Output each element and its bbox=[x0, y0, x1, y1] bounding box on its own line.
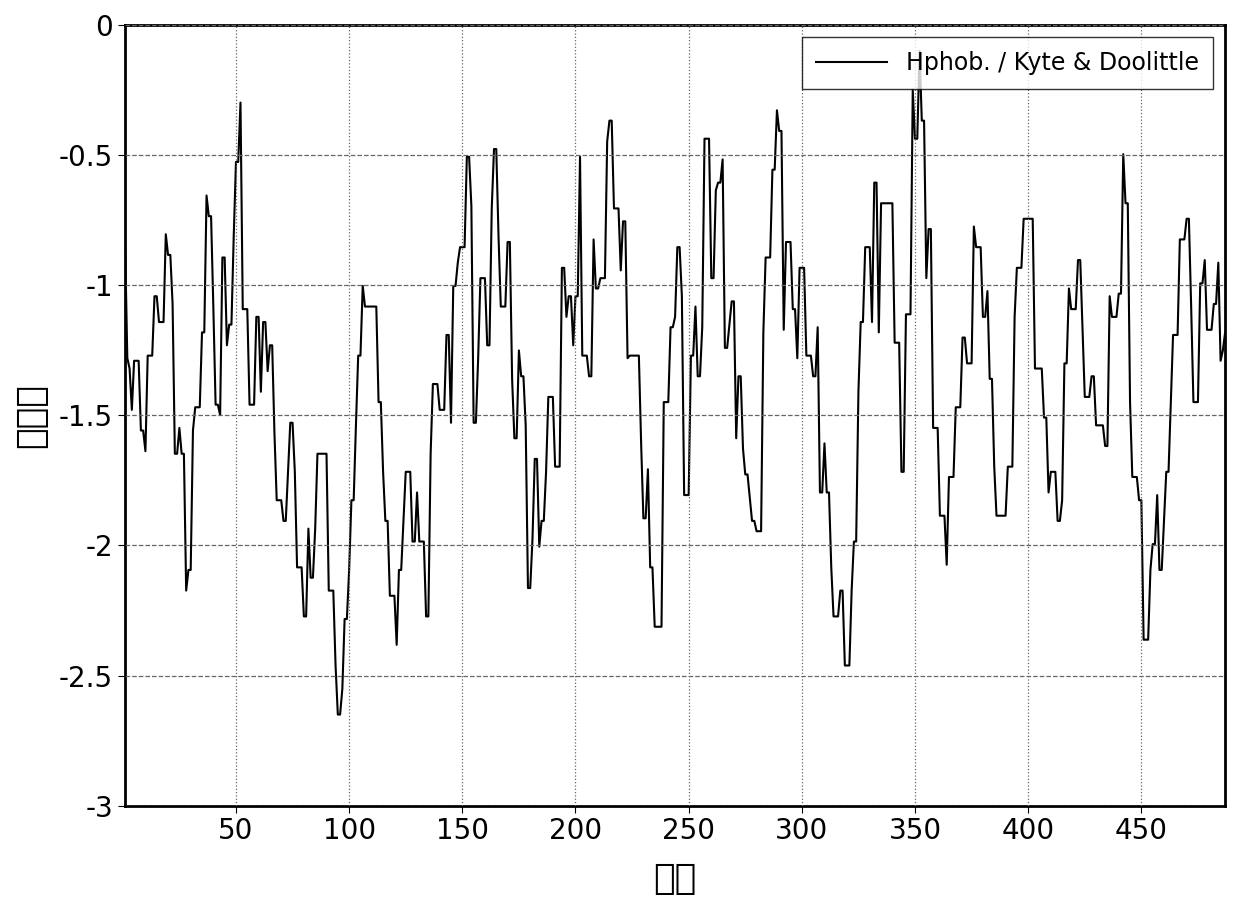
Hphob. / Kyte & Doolittle bbox=[912, 46, 927, 56]
Hphob. / Kyte & Doolittle bbox=[1100, 440, 1115, 451]
Legend: Hphob. / Kyte & Doolittle: Hphob. / Kyte & Doolittle bbox=[802, 36, 1213, 89]
Hphob. / Kyte & Doolittle bbox=[553, 461, 567, 472]
Line: Hphob. / Kyte & Doolittle: Hphob. / Kyte & Doolittle bbox=[125, 51, 1225, 714]
Hphob. / Kyte & Doolittle bbox=[331, 709, 346, 720]
Hphob. / Kyte & Doolittle bbox=[1144, 564, 1158, 575]
Hphob. / Kyte & Doolittle bbox=[1170, 329, 1184, 340]
Hphob. / Kyte & Doolittle bbox=[819, 487, 834, 498]
Hphob. / Kyte & Doolittle bbox=[118, 237, 133, 248]
Hphob. / Kyte & Doolittle bbox=[1218, 327, 1233, 338]
Y-axis label: 疏水性: 疏水性 bbox=[14, 383, 48, 448]
Hphob. / Kyte & Doolittle bbox=[1073, 255, 1088, 266]
X-axis label: 位置: 位置 bbox=[653, 862, 696, 896]
